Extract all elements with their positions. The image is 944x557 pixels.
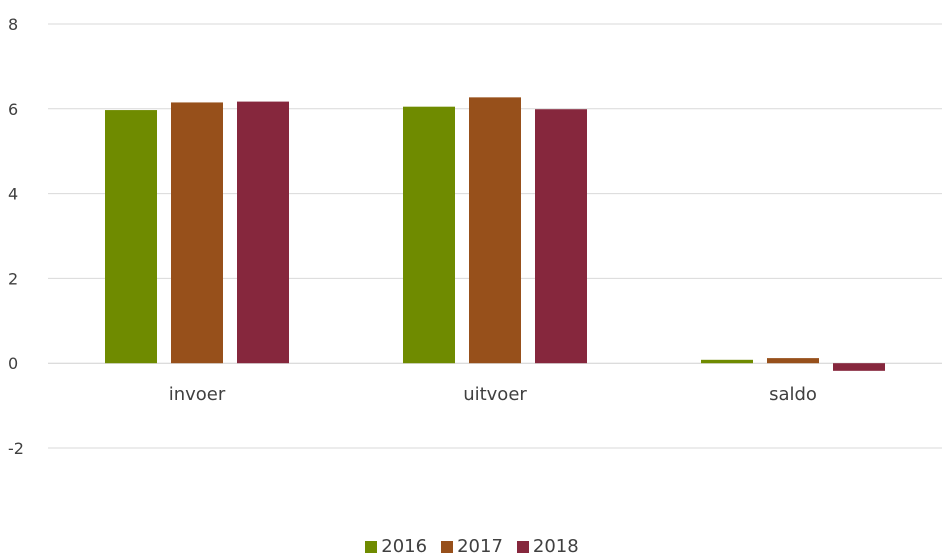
legend-swatch	[365, 540, 378, 553]
legend-swatch	[516, 540, 529, 553]
legend-item-2016: 2016	[365, 536, 427, 557]
bar-saldo-2016	[701, 359, 753, 364]
y-tick-label: 2	[8, 269, 18, 288]
legend-label: 2017	[457, 536, 503, 557]
y-tick-label: 8	[8, 15, 18, 34]
legend-label: 2018	[532, 536, 579, 557]
y-tick-label: 0	[8, 354, 18, 373]
bar-uitvoer-2016	[403, 106, 455, 364]
y-tick-label: 6	[8, 100, 18, 119]
bar-uitvoer-2017	[469, 97, 521, 364]
y-tick-label: -2	[8, 439, 24, 458]
legend-item-2017: 2017	[441, 536, 503, 557]
bar-uitvoer-2018	[535, 109, 587, 364]
bar-saldo-2017	[767, 358, 819, 364]
legend-label: 2016	[381, 536, 428, 557]
legend-item-2018: 2018	[516, 536, 579, 557]
bars	[105, 97, 885, 371]
category-labels: invoer uitvoer saldo	[169, 384, 817, 405]
legend: 2016 2017 2018	[0, 536, 944, 557]
bar-saldo-2018	[833, 363, 885, 371]
legend-swatch	[441, 540, 454, 553]
category-label: uitvoer	[463, 384, 527, 405]
y-tick-label: 4	[8, 185, 18, 204]
y-axis-ticks: 8 6 4 2 0 -2	[8, 15, 24, 458]
bar-invoer-2016	[105, 110, 157, 364]
bar-invoer-2017	[171, 102, 223, 364]
category-label: saldo	[769, 384, 817, 405]
bar-invoer-2018	[237, 101, 289, 364]
category-label: invoer	[169, 384, 226, 405]
